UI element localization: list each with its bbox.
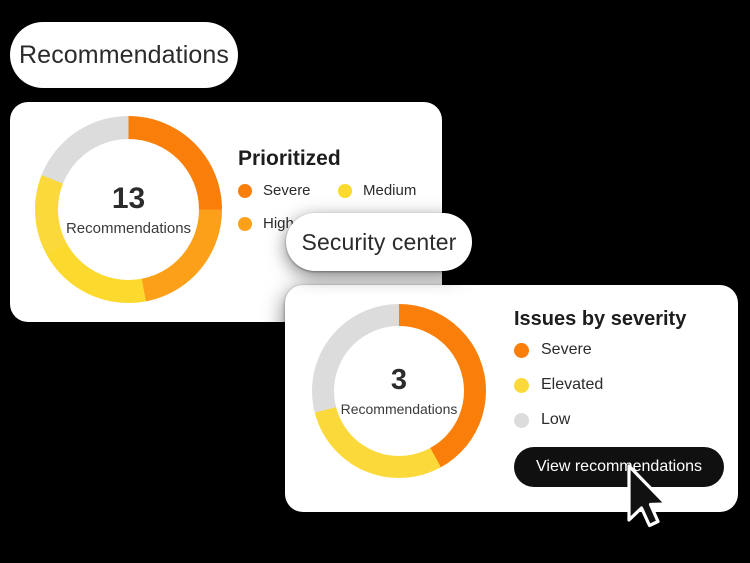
elevated-color-dot [514, 377, 529, 393]
medium-color-dot [338, 183, 352, 198]
legend-item-medium[interactable]: Medium [338, 182, 448, 199]
legend-item-severe[interactable]: Severe [238, 182, 338, 199]
recommendations-pill-label[interactable]: Recommendations [10, 22, 238, 88]
issues-legend-title: Issues by severity [514, 308, 687, 330]
severe-color-dot [514, 342, 529, 358]
issues-legend: Severe Elevated Low [514, 341, 603, 429]
legend-label-severe: Severe [263, 182, 311, 199]
prioritized-donut-chart: 13 Recommendations [35, 116, 222, 303]
issues-donut-center: 3 Recommendations [334, 326, 464, 456]
prioritized-donut-caption: Recommendations [65, 219, 192, 237]
recommendations-pill-text: Recommendations [19, 40, 229, 69]
security-center-pill-text: Security center [301, 228, 457, 255]
legend-label-issues-low: Low [541, 411, 571, 428]
issues-by-severity-card: 3 Recommendations [285, 285, 738, 512]
issues-donut-chart: 3 Recommendations [312, 304, 486, 478]
legend-label-high: High [263, 215, 294, 232]
prioritized-donut-count: 13 [111, 181, 146, 215]
legend-label-issues-severe: Severe [541, 341, 592, 358]
legend-label-issues-elevated: Elevated [541, 376, 604, 393]
security-center-pill-label[interactable]: Security center [286, 213, 472, 271]
prioritized-legend-title: Prioritized [238, 147, 341, 170]
high-color-dot [238, 216, 252, 231]
low-color-dot [514, 412, 529, 428]
issues-donut-count: 3 [390, 364, 408, 396]
legend-label-medium: Medium [363, 182, 417, 199]
issues-donut-caption: Recommendations [340, 401, 458, 417]
legend-item-issues-elevated[interactable]: Elevated [514, 376, 603, 394]
prioritized-donut-center: 13 Recommendations [58, 139, 199, 280]
legend-item-high[interactable]: High [238, 215, 338, 232]
severe-color-dot [238, 183, 252, 198]
legend-item-issues-severe[interactable]: Severe [514, 341, 603, 359]
view-recommendations-button[interactable]: View recommendations [514, 447, 725, 487]
legend-item-issues-low[interactable]: Low [514, 411, 603, 429]
